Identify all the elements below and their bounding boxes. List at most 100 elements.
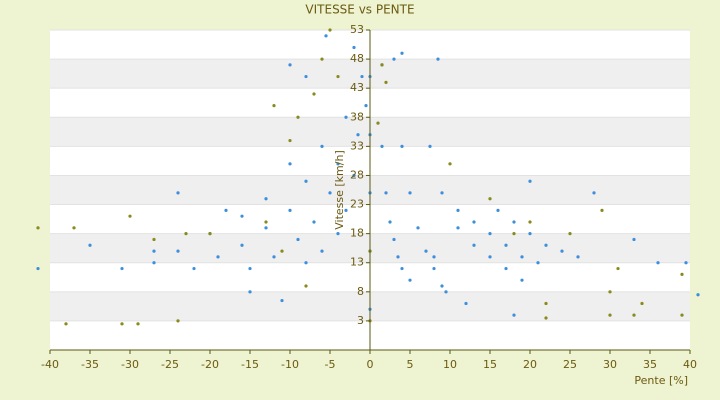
- data-point: [576, 255, 580, 259]
- y-tick-label: 33: [350, 139, 364, 152]
- data-point: [444, 290, 448, 294]
- data-point: [88, 243, 92, 247]
- data-point: [400, 266, 404, 271]
- x-tick-label: 35: [643, 358, 657, 371]
- data-point: [224, 208, 228, 212]
- data-point: [352, 45, 356, 50]
- data-point: [544, 316, 548, 320]
- y-tick-label: 43: [350, 81, 364, 94]
- data-point: [304, 74, 308, 79]
- data-point: [312, 220, 316, 224]
- data-point: [456, 208, 460, 212]
- data-point: [396, 255, 400, 259]
- x-tick-label: 0: [367, 358, 374, 371]
- y-tick-label: 23: [350, 198, 364, 211]
- x-tick-label: -5: [325, 358, 336, 371]
- data-point: [376, 121, 380, 125]
- data-point: [608, 290, 612, 294]
- data-point: [536, 261, 540, 265]
- data-point: [456, 226, 460, 230]
- data-point: [616, 266, 620, 271]
- data-point: [528, 179, 532, 183]
- x-tick-label: 20: [523, 358, 537, 371]
- data-point: [344, 115, 348, 119]
- y-axis-label: Vitesse [km/h]: [333, 150, 346, 230]
- x-tick-label: -30: [121, 358, 139, 371]
- data-point: [496, 208, 500, 212]
- data-point: [392, 237, 396, 242]
- data-point: [428, 144, 432, 148]
- data-point: [528, 232, 532, 236]
- data-point: [152, 261, 156, 265]
- data-point: [264, 197, 268, 201]
- y-tick-label: 8: [357, 285, 364, 298]
- x-axis-label: Pente [%]: [634, 374, 688, 387]
- data-point: [408, 191, 412, 195]
- y-tick-label: 3: [357, 314, 364, 327]
- x-tick-label: -10: [281, 358, 299, 371]
- data-point: [424, 249, 428, 253]
- data-point: [696, 293, 700, 297]
- y-tick-label: 18: [350, 227, 364, 240]
- data-point: [240, 243, 244, 247]
- data-point: [176, 191, 180, 195]
- data-point: [448, 162, 452, 166]
- data-point: [288, 208, 292, 212]
- x-tick-label: 10: [443, 358, 457, 371]
- data-point: [360, 74, 364, 79]
- data-point: [152, 237, 156, 242]
- data-point: [264, 226, 268, 230]
- data-point: [684, 261, 688, 265]
- data-point: [304, 261, 308, 265]
- data-point: [528, 220, 532, 224]
- data-point: [544, 301, 548, 306]
- data-point: [504, 266, 508, 271]
- data-point: [320, 57, 324, 61]
- data-point: [632, 237, 636, 242]
- data-point: [336, 74, 340, 79]
- data-point: [280, 249, 284, 253]
- data-point: [504, 243, 508, 247]
- data-point: [296, 237, 300, 242]
- data-point: [280, 298, 284, 303]
- data-point: [176, 249, 180, 253]
- data-point: [336, 232, 340, 236]
- data-point: [608, 313, 612, 317]
- data-point: [324, 34, 328, 38]
- data-point: [632, 313, 636, 317]
- data-point: [272, 255, 276, 259]
- data-point: [216, 255, 220, 259]
- data-point: [248, 266, 252, 271]
- data-point: [240, 214, 244, 218]
- x-tick-label: -15: [241, 358, 259, 371]
- data-point: [400, 51, 404, 55]
- data-point: [592, 191, 596, 195]
- data-point: [264, 220, 268, 224]
- x-tick-label: 40: [683, 358, 697, 371]
- x-tick-label: 25: [563, 358, 577, 371]
- x-tick-label: -35: [81, 358, 99, 371]
- data-point: [176, 319, 180, 323]
- data-point: [328, 28, 332, 32]
- data-point: [328, 191, 332, 195]
- data-point: [568, 232, 572, 236]
- data-point: [472, 220, 476, 224]
- y-tick-label: 53: [350, 23, 364, 36]
- data-point: [64, 322, 68, 326]
- data-point: [680, 313, 684, 317]
- data-point: [392, 57, 396, 61]
- data-point: [440, 284, 444, 288]
- data-point: [464, 301, 468, 306]
- data-point: [544, 243, 548, 247]
- data-point: [600, 208, 604, 212]
- data-point: [288, 162, 292, 166]
- data-point: [336, 162, 340, 166]
- data-point: [436, 57, 440, 61]
- data-point: [400, 144, 404, 148]
- data-point: [472, 243, 476, 247]
- data-point: [120, 322, 124, 326]
- data-point: [120, 266, 124, 271]
- data-point: [272, 104, 276, 108]
- data-point: [512, 232, 516, 236]
- data-point: [344, 208, 348, 212]
